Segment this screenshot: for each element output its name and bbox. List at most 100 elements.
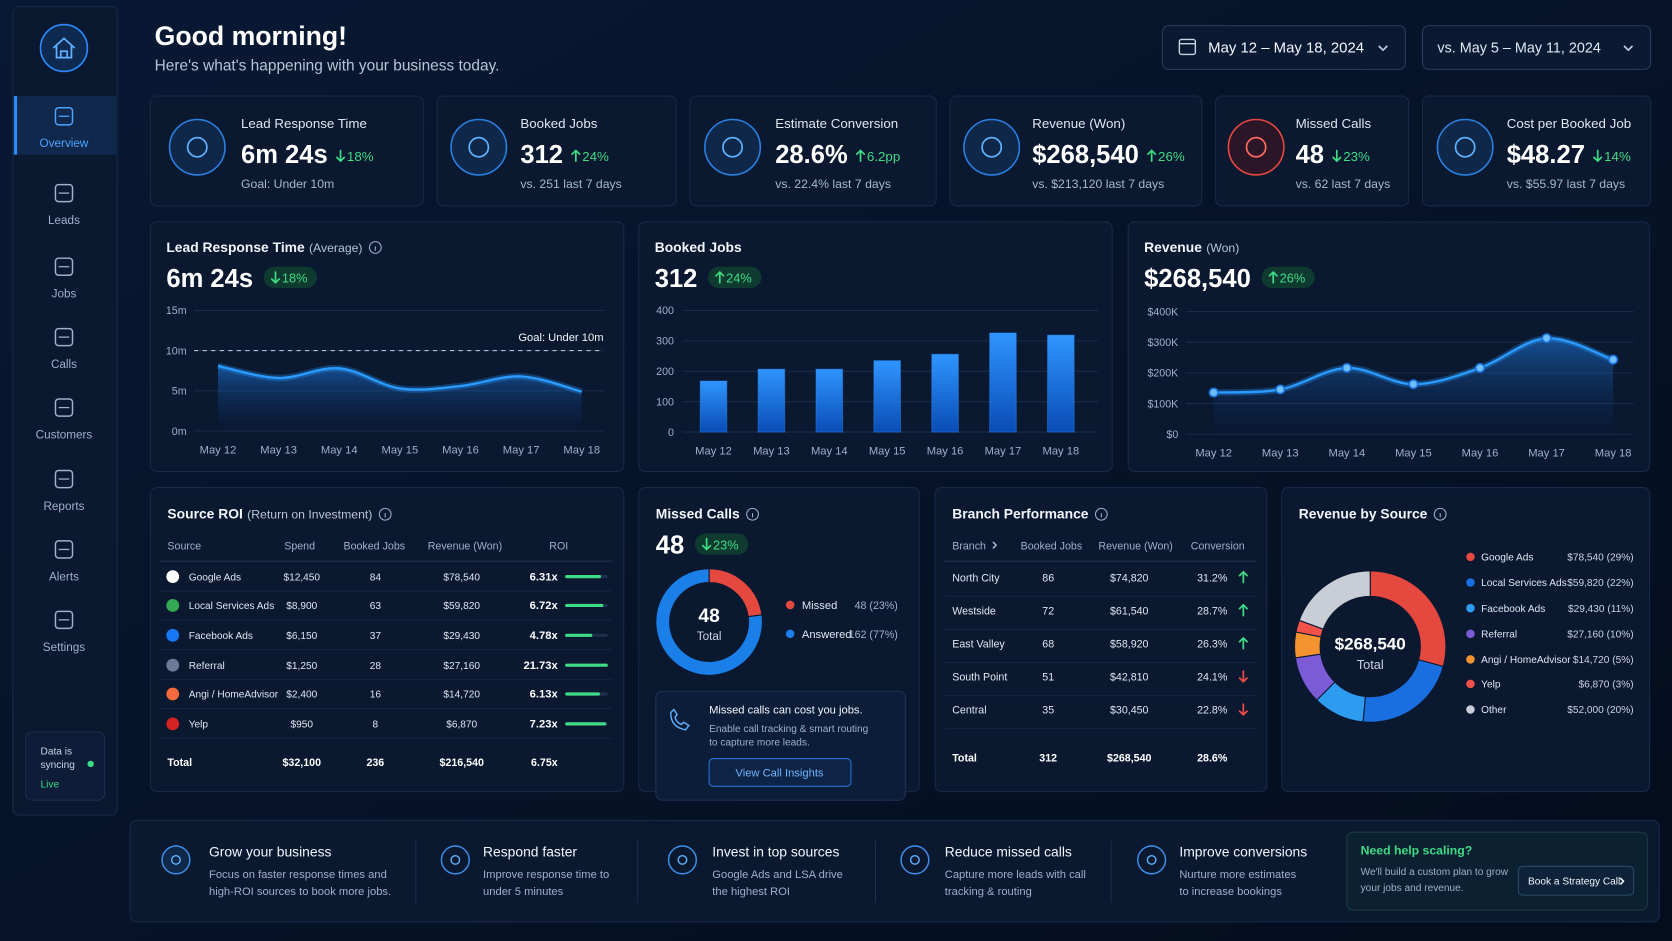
compare-picker[interactable] <box>1421 25 1652 70</box>
legend-swatch <box>1466 578 1475 587</box>
legend-value: $52,000 (20%) <box>1567 705 1633 716</box>
trend-arrow <box>335 149 346 163</box>
legend-value: $78,540 (29%) <box>1567 553 1633 564</box>
x-tick-label: May 15 <box>869 445 906 457</box>
nav-item[interactable]: Overview <box>40 137 89 150</box>
x-tick-label: May 18 <box>1595 448 1632 460</box>
sync-text: syncing <box>41 760 75 771</box>
table-cell: 16 <box>370 690 382 701</box>
bar <box>757 368 786 433</box>
date-picker[interactable] <box>1161 25 1406 70</box>
nav-item[interactable]: Settings <box>43 641 85 654</box>
point <box>1275 384 1286 395</box>
x-tick-label: May 12 <box>1195 448 1232 460</box>
home-button[interactable] <box>39 23 89 73</box>
donut-center-label: Total <box>1357 657 1384 672</box>
table-cell: 84 <box>370 572 382 583</box>
tip-text: tracking & routing <box>945 886 1032 898</box>
donut-slice <box>655 568 763 676</box>
tip-text: the highest ROI <box>712 886 790 898</box>
point <box>1341 362 1352 374</box>
kpi-change: 14% <box>1604 149 1631 164</box>
kpi-icon-glyph <box>1454 136 1476 158</box>
legend-swatch <box>1466 679 1475 689</box>
nav-item[interactable]: Alerts <box>49 570 79 583</box>
nav-item[interactable]: Calls <box>51 358 77 371</box>
trend-arrow <box>1332 149 1342 163</box>
nav-item[interactable]: Customers <box>36 428 93 441</box>
table-cell: Yelp <box>189 720 209 731</box>
table-cell: 6.31x <box>530 571 559 583</box>
legend-swatch <box>1466 603 1475 613</box>
table-cell: 72 <box>1042 606 1054 618</box>
tip-icon <box>667 845 698 875</box>
kpi-label: Revenue (Won) <box>1032 116 1125 131</box>
button[interactable] <box>708 758 852 787</box>
nav-item[interactable]: Leads <box>48 214 80 227</box>
chart-value: 6m 24s <box>166 265 253 293</box>
button[interactable] <box>1517 865 1635 896</box>
table-cell: $78,540 <box>443 572 480 583</box>
trend-arrow <box>1238 603 1248 617</box>
kpi-icon <box>1436 118 1494 176</box>
kpi-change: 18% <box>347 149 374 164</box>
roi-bar <box>565 722 607 726</box>
sync-dot <box>87 760 94 768</box>
kpi-card <box>689 95 937 207</box>
legend-value: $27,160 (10%) <box>1567 629 1633 640</box>
nav-icon <box>54 540 74 559</box>
source-icon <box>166 628 180 642</box>
table-cell: Westside <box>952 606 996 618</box>
nav-item[interactable]: Reports <box>43 500 84 513</box>
source-icon <box>166 599 180 612</box>
point <box>1608 354 1619 365</box>
table-cell: South Point <box>952 672 1007 684</box>
cta-text: We'll build a custom plan to grow <box>1361 867 1509 878</box>
branch-card <box>934 487 1268 793</box>
info-icon <box>368 241 382 254</box>
legend-label: Answered <box>802 629 852 641</box>
kpi-icon-glyph <box>186 136 208 158</box>
kpi-note: Goal: Under 10m <box>241 177 334 191</box>
kpi-icon <box>1227 118 1285 176</box>
source-roi-card <box>149 487 625 793</box>
greeting: Good morning! <box>155 21 347 51</box>
x-tick-label: May 18 <box>1043 445 1080 457</box>
info-icon <box>1433 507 1447 521</box>
point <box>1541 333 1552 344</box>
subtitle: Here's what's happening with your busine… <box>155 57 500 74</box>
x-tick-label: May 13 <box>1262 448 1299 460</box>
table-cell: 68 <box>1042 639 1054 651</box>
table-cell: $74,820 <box>1110 572 1149 584</box>
chart-title: Revenue <box>1144 239 1202 255</box>
legend-value: $59,820 (22%) <box>1567 578 1633 589</box>
nav-item[interactable]: Jobs <box>52 288 77 301</box>
table-subtitle: (Return on Investment) <box>247 508 372 522</box>
total-cell: 6.75x <box>531 757 558 769</box>
donut-slice <box>1298 570 1371 630</box>
kpi-label: Booked Jobs <box>520 116 597 131</box>
total-cell: 28.6% <box>1197 753 1228 765</box>
kpi-value: $268,540 <box>1032 141 1139 169</box>
tip-icon-glyph <box>677 854 688 865</box>
kpi-note: vs. 22.4% last 7 days <box>775 177 891 191</box>
button-label[interactable]: View Call Insights <box>735 768 823 780</box>
kpi-icon <box>450 118 508 176</box>
chart-value: 48 <box>656 532 684 560</box>
trend-arrow <box>1238 703 1248 717</box>
chart-card <box>149 221 625 473</box>
x-tick-label: May 16 <box>927 445 964 457</box>
legend-swatch <box>1466 629 1475 639</box>
trend-arrow <box>715 270 725 284</box>
kpi-card <box>949 95 1203 207</box>
x-tick-label: May 16 <box>442 444 479 456</box>
chart-title: Revenue by Source <box>1299 506 1428 522</box>
kpi-value: $48.27 <box>1507 141 1585 169</box>
table-cell: North City <box>952 572 1000 584</box>
kpi-change: 6.2pp <box>867 149 900 164</box>
goal-label: Goal: Under 10m <box>518 332 603 344</box>
button-label[interactable]: Book a Strategy Call <box>1528 876 1620 887</box>
change-badge <box>708 266 762 289</box>
change-badge <box>694 533 749 555</box>
info-icon <box>746 507 759 521</box>
